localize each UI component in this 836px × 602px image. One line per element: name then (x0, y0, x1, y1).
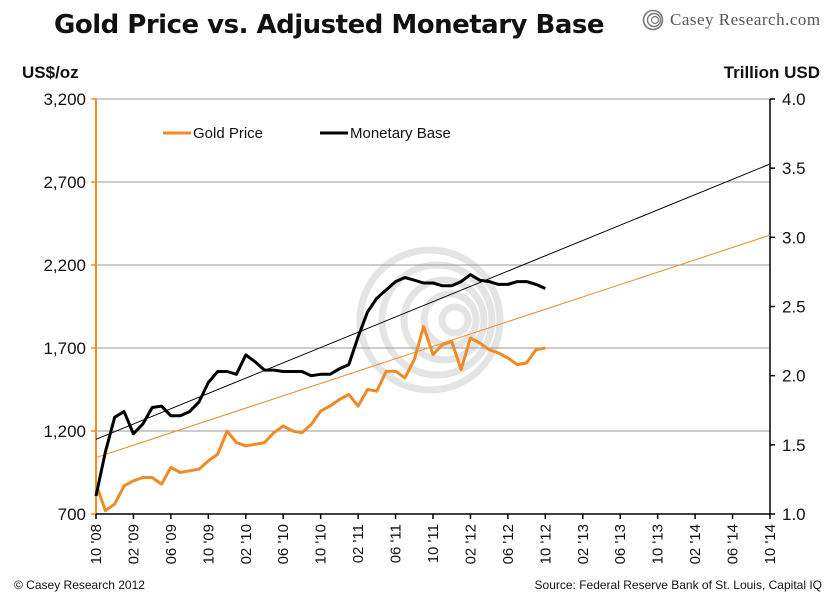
y-right-tick-label: 2.0 (782, 367, 806, 386)
y-right-tick-label: 3.5 (782, 159, 806, 178)
x-tick-label: 06 '11 (388, 524, 405, 563)
y-left-tick-label: 2,200 (43, 256, 86, 275)
legend-label: Gold Price (193, 125, 263, 142)
y-left-tick-label: 1,700 (43, 339, 86, 358)
logo-text: Casey Research.com (670, 10, 821, 29)
legend-label: Monetary Base (350, 125, 451, 142)
x-tick-label: 02 '09 (125, 524, 142, 564)
watermark-ring (400, 276, 488, 364)
axes (91, 98, 775, 519)
y-left-tick-label: 1,200 (43, 422, 86, 441)
y-right-tick-label: 4.0 (782, 90, 806, 109)
chart-title: Gold Price vs. Adjusted Monetary Base (54, 10, 605, 40)
y-right-tick-label: 1.0 (782, 505, 806, 524)
x-tick-label: 02 '12 (462, 524, 479, 564)
gridlines (96, 98, 770, 432)
x-tick-label: 06 '09 (163, 524, 180, 564)
y-right-axis-title: Trillion USD (724, 63, 820, 82)
x-tick-label: 02 '13 (575, 524, 592, 564)
watermark-ring (356, 246, 504, 394)
x-tick-label: 02 '10 (238, 524, 255, 564)
x-tick-label: 06 '12 (500, 524, 517, 564)
x-tick-label: 06 '14 (725, 524, 742, 564)
y-right-tick-label: 1.5 (782, 436, 806, 455)
y-left-tick-label: 3,200 (43, 90, 86, 109)
x-tick-label: 06 '13 (612, 524, 629, 564)
casey-logo: Casey Research.com (642, 8, 821, 32)
tick-labels: 3,200 2,700 2,200 1,700 1,200 700 4.0 3.5 3.0 2.5… (22, 63, 820, 564)
x-tick-label: 06 '10 (275, 524, 292, 564)
x-tick-label: 02 '11 (350, 524, 367, 563)
y-right-tick-label: 2.5 (782, 298, 806, 317)
x-tick-label: 10 '13 (650, 524, 667, 564)
x-tick-label: 02 '14 (687, 524, 704, 564)
spiral-watermark-icon (356, 246, 504, 394)
x-tick-label: 10 '11 (425, 524, 442, 563)
series-lines (94, 273, 546, 513)
x-tick-label: 10 '14 (762, 524, 779, 564)
trendline-monetary-base (95, 163, 771, 440)
y-left-axis-title: US$/oz (22, 63, 79, 82)
spiral-logo-icon (642, 9, 664, 31)
x-tick-label: 10 '08 (88, 524, 105, 564)
y-left-tick-label: 2,700 (43, 173, 86, 192)
trendlines (95, 163, 771, 459)
series-line-monetary-base (94, 273, 546, 497)
y-left-tick-label: 700 (58, 505, 86, 524)
series-line-gold-price (94, 324, 546, 513)
x-tick-label: 10 '09 (200, 524, 217, 564)
source-text: Source: Federal Reserve Bank of St. Loui… (534, 578, 822, 592)
legend: Gold Price Monetary Base (163, 125, 451, 142)
watermark-ring (438, 303, 472, 337)
copyright-text: © Casey Research 2012 (14, 578, 145, 592)
x-tick-label: 10 '12 (537, 524, 554, 564)
trendline-gold-price (95, 234, 771, 459)
y-right-tick-label: 3.0 (782, 228, 806, 247)
watermark-ring (420, 290, 480, 350)
x-tick-label: 10 '10 (313, 524, 330, 564)
